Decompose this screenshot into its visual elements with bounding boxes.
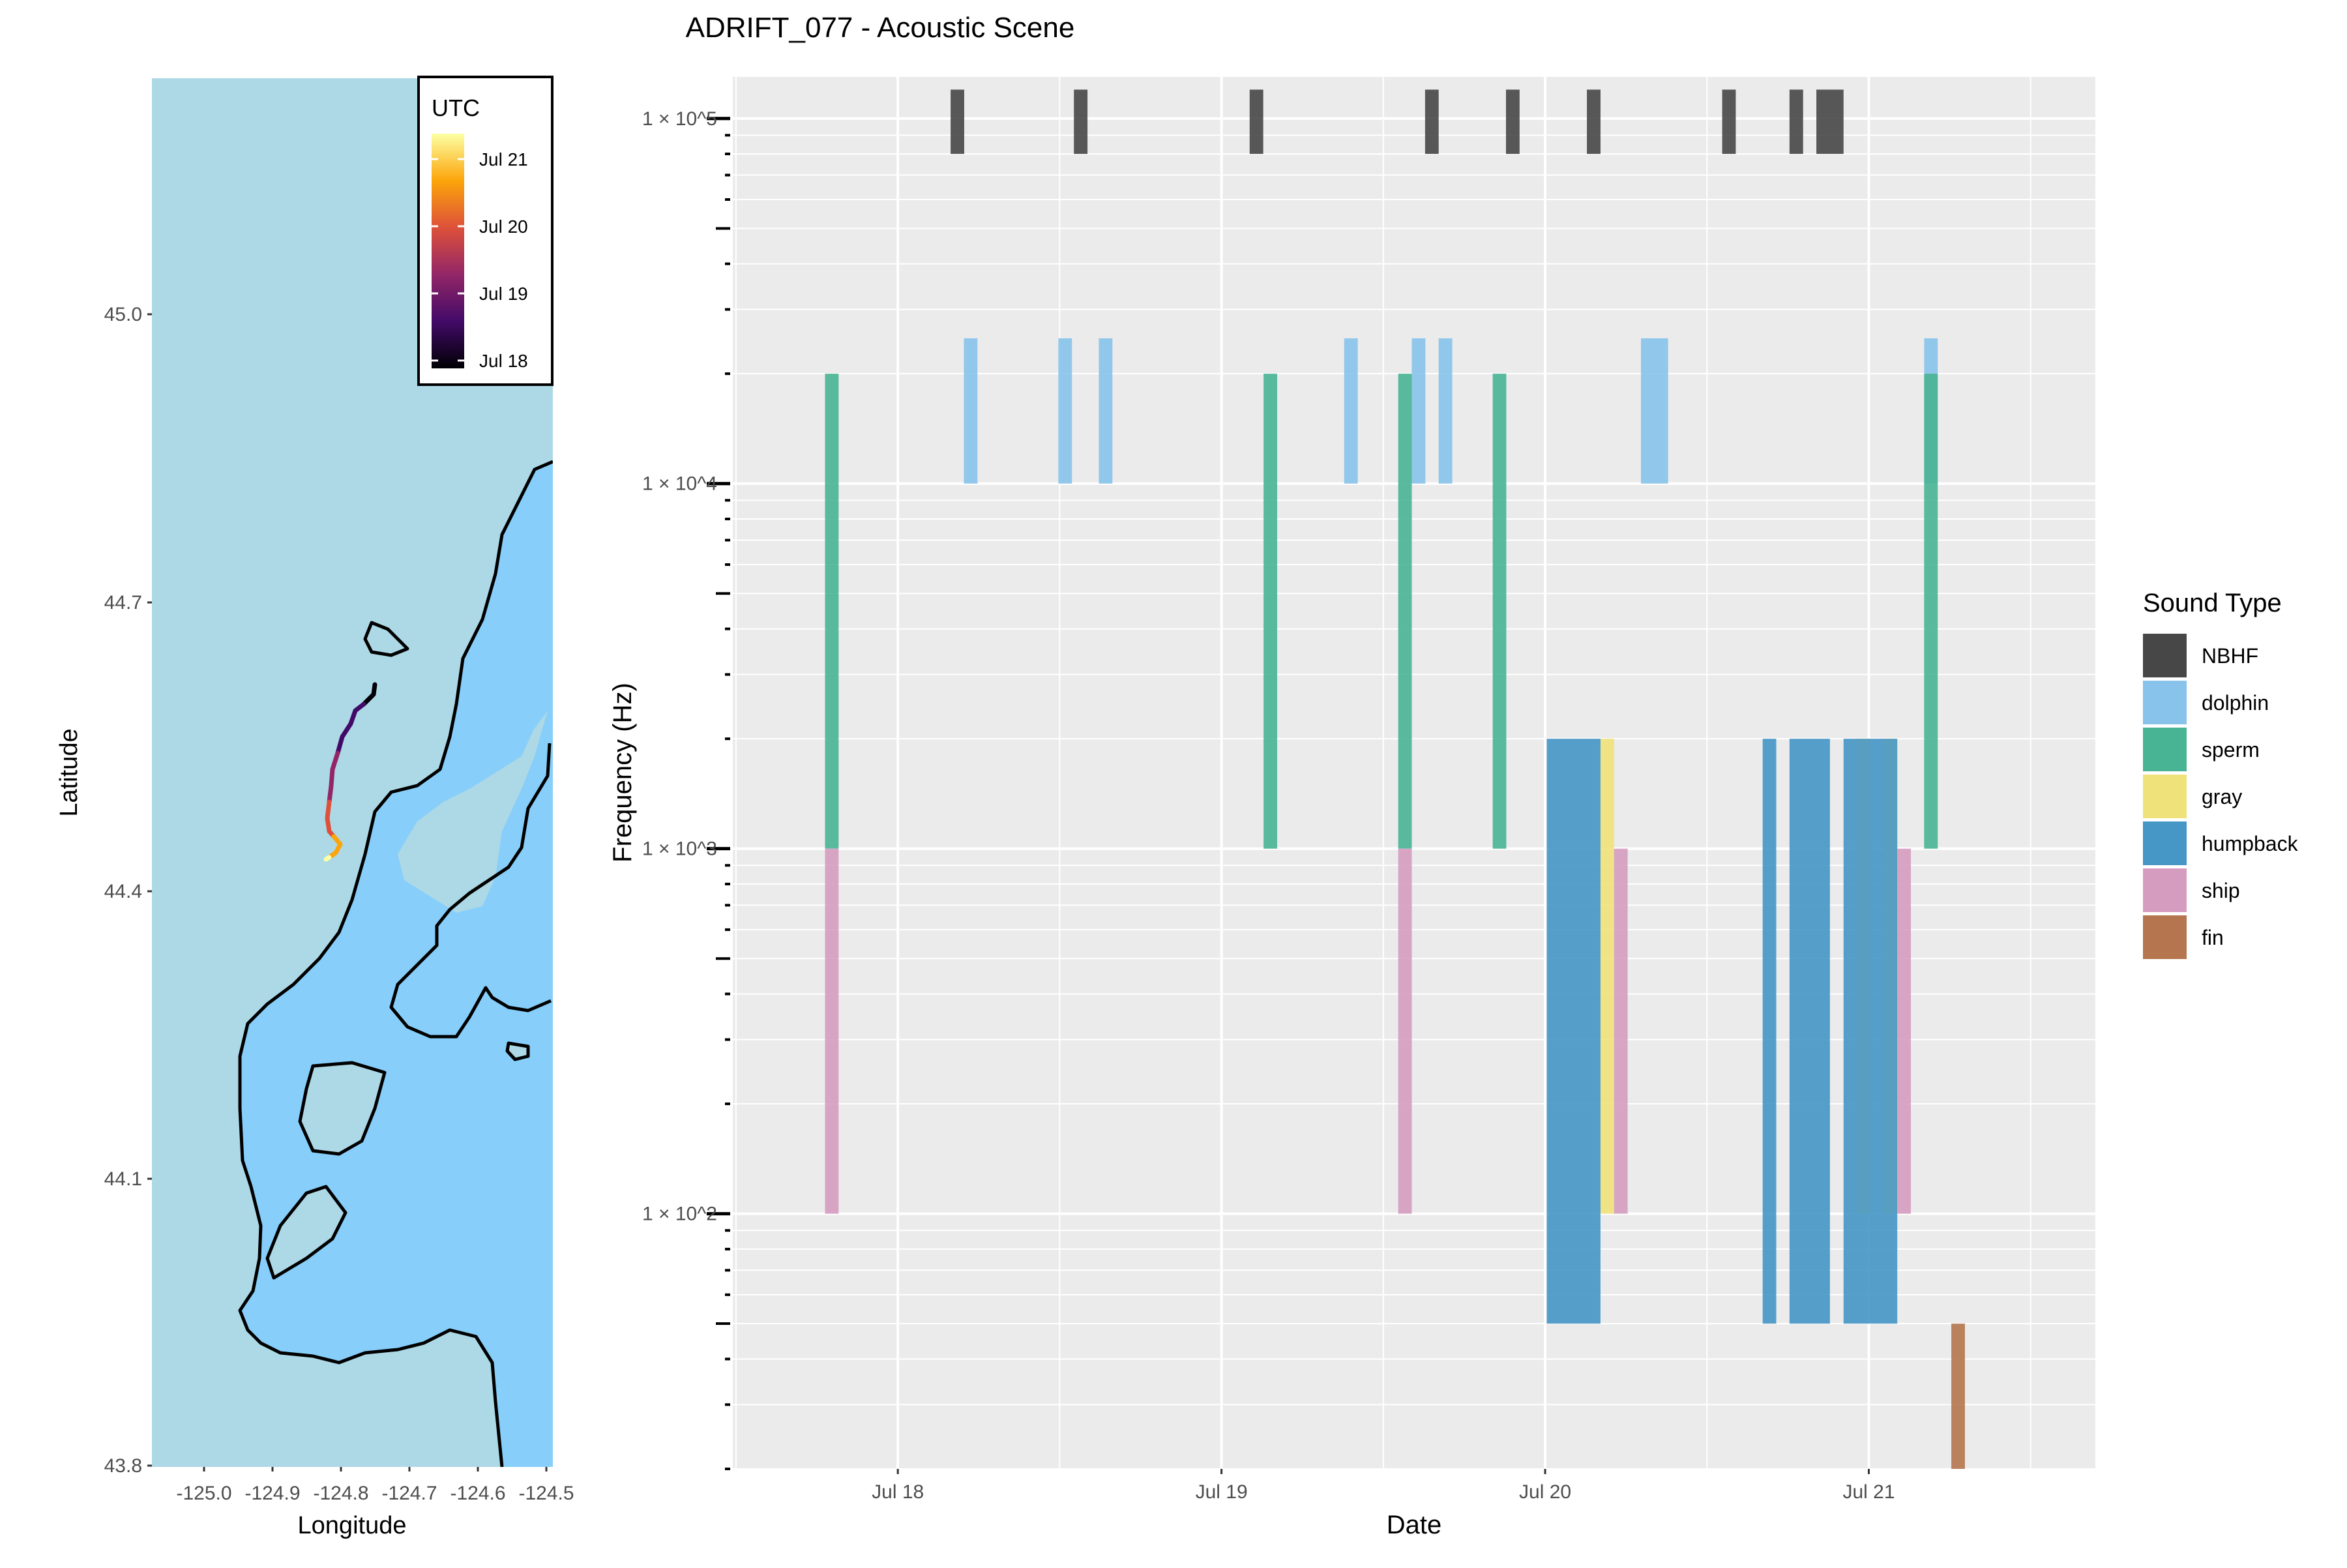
bar-dolphin [1641,338,1668,484]
bar-dolphin [1438,338,1453,484]
legend-label: dolphin [2202,691,2269,715]
legend-swatch [2143,681,2187,724]
legend-swatch [2143,634,2187,677]
y-tick-label: 1 × 10^2 [642,1204,717,1225]
legend-swatch [2143,728,2187,771]
bar-humpback [1762,739,1777,1324]
bar-nbhf [1587,89,1601,155]
utc-legend-label: Jul 18 [479,351,528,371]
map-x-tick-label: -124.7 [381,1483,437,1504]
bar-fin [1951,1324,1965,1469]
bar-sperm [1492,374,1507,849]
bar-sperm [1924,374,1938,849]
chart-panel: 1 × 10^2 1 × 10^3 1 × 10^4 1 × 10^5 Jul … [608,77,2095,1539]
bar-nbhf [1789,89,1803,155]
y-tick-label: 1 × 10^5 [642,108,717,130]
bar-sperm [825,374,839,849]
bar-dolphin [964,338,978,484]
x-axis [896,1469,1870,1474]
map-shallow-patch [398,711,548,913]
y-axis [707,117,730,1470]
map-y-tick-label: 43.8 [104,1455,142,1477]
map-y-tick-label: 44.7 [104,592,142,614]
utc-colorbar [432,134,464,368]
map-shallow-patch [267,1187,346,1278]
bars [825,89,1965,1469]
bar-nbhf [1816,89,1844,155]
map-x-tick-label: -124.9 [244,1483,300,1504]
legend-swatch [2143,868,2187,912]
bar-humpback [1546,739,1601,1324]
map-x-tick-label: -124.6 [450,1483,505,1504]
x-tick-label: Jul 18 [872,1481,924,1503]
bar-gray [1600,739,1614,1214]
x-tick-label: Jul 21 [1842,1481,1895,1503]
y-axis-title: Frequency (Hz) [608,683,637,863]
map-x-axis [203,1467,548,1472]
bar-nbhf [1424,89,1439,155]
x-axis-title: Date [1387,1511,1442,1539]
bar-dolphin [1344,338,1358,484]
y-tick-label: 1 × 10^3 [642,838,717,860]
bar-ship [1398,848,1412,1214]
utc-legend-label: Jul 20 [479,216,528,237]
sound-type-legend: Sound Type NBHF dolphin sperm gray humpback s… [2143,589,2299,959]
map-shallow-patch [300,1063,385,1154]
bar-humpback [1789,739,1830,1324]
legend-label: sperm [2202,738,2260,762]
bar-dolphin [1411,338,1426,484]
drift-track [323,682,377,862]
bar-nbhf [951,89,964,155]
legend-swatch [2143,915,2187,959]
legend-label: ship [2202,879,2240,902]
map-x-tick-label: -125.0 [176,1483,231,1504]
map-y-axis [147,313,152,1467]
bar-nbhf [1249,89,1263,155]
legend-label: humpback [2202,832,2299,855]
map-y-axis-title: Latitude [55,728,83,816]
map-x-tick-label: -124.8 [313,1483,368,1504]
y-tick-label: 1 × 10^4 [642,473,717,495]
map-panel: 43.8 44.1 44.4 44.7 45.0 -125.0 -124.9 -… [55,76,574,1539]
map-x-axis-title: Longitude [298,1512,407,1539]
utc-legend-title: UTC [432,95,480,121]
figure-title: ADRIFT_077 - Acoustic Scene [686,12,1075,44]
legend-label: gray [2202,785,2242,808]
map-contours [238,460,553,1467]
utc-legend-label: Jul 19 [479,284,528,304]
legend-label: NBHF [2202,644,2258,668]
bar-humpback [1843,739,1898,1324]
bar-dolphin [1058,338,1072,484]
map-y-tick-label: 45.0 [104,304,142,325]
utc-legend-label: Jul 21 [479,149,528,170]
bar-ship [1897,848,1912,1214]
legend-swatch [2143,775,2187,818]
legend-label: fin [2202,926,2224,949]
bar-nbhf [1505,89,1520,155]
legend-title: Sound Type [2143,589,2282,617]
bar-sperm [1263,374,1278,849]
bar-dolphin [1099,338,1113,484]
utc-legend: UTC Jul 21 Jul 20 Jul 19 Jul 18 [417,76,554,386]
map-y-tick-label: 44.1 [104,1168,142,1190]
x-tick-label: Jul 19 [1196,1481,1248,1503]
legend-swatch [2143,821,2187,865]
map-x-tick-label: -124.5 [518,1483,574,1504]
bar-nbhf [1722,89,1736,155]
bar-ship [1614,848,1628,1214]
bar-ship [825,848,839,1214]
bar-sperm [1398,374,1412,849]
x-tick-label: Jul 20 [1519,1481,1571,1503]
map-y-tick-label: 44.4 [104,881,142,902]
bar-nbhf [1074,89,1088,155]
